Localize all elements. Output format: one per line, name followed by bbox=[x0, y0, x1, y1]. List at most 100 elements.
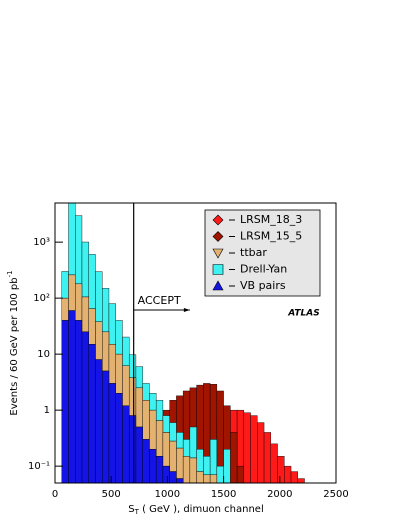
frame bbox=[54, 202, 337, 484]
legend-marker bbox=[212, 248, 224, 259]
x-tick-label: 500 bbox=[102, 489, 121, 500]
histogram-bar bbox=[243, 412, 251, 484]
histogram-bar bbox=[102, 370, 110, 484]
histogram-bar bbox=[102, 288, 110, 333]
histogram-bar bbox=[135, 366, 143, 389]
legend-marker bbox=[212, 231, 224, 242]
histogram-bar bbox=[209, 474, 218, 484]
x-tick-label: 1500 bbox=[211, 489, 236, 500]
histogram-bar bbox=[263, 432, 272, 484]
histogram-bar bbox=[128, 354, 137, 378]
y-label-text: Events / 60 GeV per 100 pb bbox=[9, 277, 20, 415]
histogram-bar bbox=[223, 449, 231, 484]
histogram-bar bbox=[297, 478, 305, 484]
x-tick-label: 1000 bbox=[155, 489, 180, 500]
histogram-bar bbox=[162, 465, 170, 484]
histogram-bar bbox=[236, 465, 245, 484]
histogram-bar bbox=[142, 439, 150, 484]
histogram-bar bbox=[102, 331, 110, 372]
histogram-bar bbox=[75, 320, 83, 484]
atlas-label: ATLAS bbox=[287, 309, 319, 319]
histogram-bar bbox=[81, 241, 89, 298]
histogram-bar bbox=[122, 336, 130, 366]
histogram-bar bbox=[81, 296, 89, 333]
histogram-bar bbox=[162, 432, 170, 467]
histogram-bar bbox=[155, 456, 164, 484]
histogram-bar bbox=[250, 415, 258, 484]
histogram-bar bbox=[176, 447, 184, 479]
histogram-bar bbox=[270, 443, 278, 484]
histogram-bar bbox=[135, 426, 143, 484]
histogram-bar bbox=[108, 383, 116, 484]
x-label-main: S bbox=[128, 504, 134, 515]
histogram-bar bbox=[290, 471, 298, 484]
legend-label: LRSM_18_3 bbox=[240, 213, 302, 226]
histogram-bar bbox=[169, 440, 177, 472]
histogram-bar bbox=[95, 359, 103, 484]
x-tick-label: 2000 bbox=[267, 489, 292, 500]
histogram-bar bbox=[149, 449, 157, 484]
histogram-bar bbox=[182, 456, 191, 484]
histogram-bar bbox=[88, 254, 96, 309]
y-axis-label: Events / 60 GeV per 100 pb-1 bbox=[6, 270, 20, 415]
legend-marker bbox=[212, 280, 224, 291]
histogram-bar bbox=[142, 400, 150, 440]
legend-label: Drell-Yan bbox=[240, 263, 287, 276]
histogram-bar bbox=[209, 439, 218, 476]
histogram-bar bbox=[135, 387, 143, 428]
histogram-bar bbox=[115, 320, 123, 355]
histogram-bar bbox=[108, 344, 116, 384]
histogram-bar bbox=[189, 457, 197, 484]
accept-label: ACCEPT bbox=[138, 294, 181, 307]
histogram-bar bbox=[149, 393, 157, 411]
y-tick-label: 10³ bbox=[33, 237, 50, 248]
histogram-bar bbox=[203, 474, 211, 484]
histogram-bar bbox=[88, 308, 96, 345]
histogram-bar bbox=[277, 456, 285, 484]
y-tick-label: 10² bbox=[33, 293, 50, 304]
histogram-bar bbox=[122, 365, 130, 406]
histogram-bar bbox=[176, 432, 184, 449]
histogram-bar bbox=[68, 310, 76, 484]
legend-marker bbox=[212, 264, 224, 275]
histogram-bar bbox=[216, 465, 224, 484]
legend-marker bbox=[212, 214, 224, 226]
histogram-bar bbox=[149, 409, 157, 450]
legend-label: ttbar bbox=[240, 246, 267, 259]
histogram-bar bbox=[68, 202, 76, 276]
histogram-bar bbox=[95, 321, 103, 360]
histogram-bar bbox=[61, 297, 69, 321]
histogram-bar bbox=[196, 449, 204, 472]
x-label-rest: ( GeV ), dimuon channel bbox=[139, 504, 264, 515]
y-tick-label: 10 bbox=[37, 349, 50, 360]
histogram-bar bbox=[142, 383, 150, 401]
histogram-bar bbox=[155, 420, 164, 457]
x-tick-label: 0 bbox=[52, 489, 58, 500]
x-axis-label: ST ( GeV ), dimuon channel bbox=[128, 504, 264, 516]
histogram-bar bbox=[182, 439, 191, 457]
plot-area bbox=[61, 202, 305, 484]
y-label-sup: -1 bbox=[6, 270, 14, 277]
legend-label: VB pairs bbox=[240, 279, 286, 292]
arrow-head bbox=[183, 308, 190, 312]
histogram-bar bbox=[203, 456, 211, 476]
histogram-bar bbox=[189, 426, 197, 459]
histogram-bar bbox=[88, 344, 96, 484]
histogram-bar bbox=[257, 422, 265, 484]
histogram-bar bbox=[75, 283, 83, 321]
y-tick-label: 10⁻¹ bbox=[28, 461, 50, 472]
histogram-bar bbox=[95, 271, 103, 322]
histogram-bar bbox=[108, 303, 116, 345]
histogram-bar bbox=[162, 415, 170, 433]
histogram-bar bbox=[169, 422, 177, 442]
histogram-bar bbox=[196, 471, 204, 484]
legend-label: LRSM_15_5 bbox=[240, 230, 302, 243]
y-tick-label: 1 bbox=[44, 405, 50, 416]
histogram-bar bbox=[81, 331, 89, 484]
histogram-bar bbox=[284, 465, 292, 484]
histogram-bar bbox=[155, 400, 164, 421]
histogram-bar bbox=[176, 478, 184, 484]
histogram-bar bbox=[61, 271, 69, 299]
